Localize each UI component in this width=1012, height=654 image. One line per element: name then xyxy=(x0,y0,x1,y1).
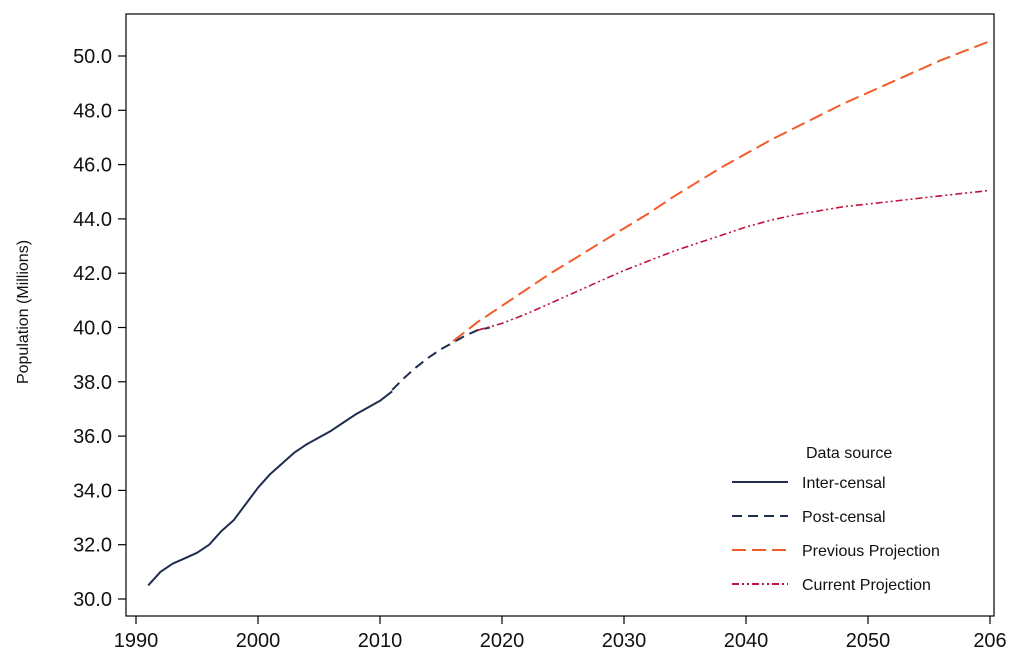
x-tick-label: 2010 xyxy=(358,630,403,652)
series-line-previous-projection xyxy=(452,40,991,342)
y-axis-title: Population (Millions) xyxy=(15,240,32,384)
y-axis: 30.0 32.0 34.0 36.0 38.0 40.0 42.0 44.0 46.0 48.0… xyxy=(73,46,126,611)
y-tick-label: 40.0 xyxy=(73,318,112,340)
legend-label: Previous Projection xyxy=(802,543,940,560)
legend-title: Data source xyxy=(806,445,892,462)
x-tick-label: 2050 xyxy=(846,630,891,652)
y-tick-label: 42.0 xyxy=(73,263,112,285)
y-tick-label: 46.0 xyxy=(73,155,112,177)
plot-area-frame xyxy=(125,13,995,617)
x-tick-label: 206 xyxy=(973,630,1006,652)
y-tick-label: 48.0 xyxy=(73,100,112,122)
x-tick-label: 2040 xyxy=(724,630,769,652)
series-layer xyxy=(147,40,991,587)
legend-label: Inter-censal xyxy=(802,475,886,492)
x-tick-label: 2000 xyxy=(236,630,281,652)
y-tick-label: 36.0 xyxy=(73,426,112,448)
legend-label: Post-censal xyxy=(802,509,886,526)
legend: Data source Inter-censal Post-censal Previ… xyxy=(732,445,940,594)
y-tick-label: 38.0 xyxy=(73,372,112,394)
legend-label: Current Projection xyxy=(802,577,931,594)
x-tick-label: 2020 xyxy=(480,630,525,652)
y-tick-label: 44.0 xyxy=(73,209,112,231)
series-line-inter-censal xyxy=(147,390,393,587)
y-tick-label: 50.0 xyxy=(73,46,112,68)
x-tick-label: 2030 xyxy=(602,630,647,652)
y-tick-label: 30.0 xyxy=(73,589,112,611)
x-axis: 1990 2000 2010 2020 2030 2040 2050 206 xyxy=(114,616,1007,652)
y-tick-label: 34.0 xyxy=(73,480,112,502)
series-line-post-censal xyxy=(391,326,491,391)
y-tick-label: 32.0 xyxy=(73,535,112,557)
series-line-current-projection xyxy=(477,189,991,331)
x-tick-label: 1990 xyxy=(114,630,159,652)
